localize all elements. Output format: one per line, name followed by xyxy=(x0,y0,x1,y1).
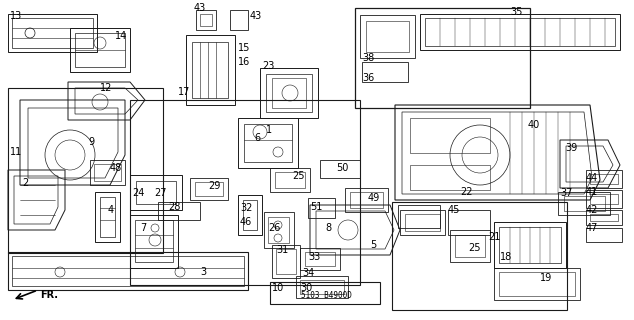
Text: 31: 31 xyxy=(276,245,288,255)
Text: 43: 43 xyxy=(194,3,206,13)
Bar xyxy=(130,100,360,285)
Bar xyxy=(270,282,380,304)
Text: 8: 8 xyxy=(325,223,331,233)
Text: 43: 43 xyxy=(250,11,262,21)
Text: 46: 46 xyxy=(240,217,252,227)
Bar xyxy=(392,202,567,310)
Text: 16: 16 xyxy=(238,57,250,67)
Text: 45: 45 xyxy=(448,205,460,215)
Text: 17: 17 xyxy=(178,87,190,97)
Text: 30: 30 xyxy=(300,283,313,293)
Text: 5: 5 xyxy=(370,240,376,250)
Text: 7: 7 xyxy=(140,223,146,233)
Text: 26: 26 xyxy=(268,223,280,233)
Text: 2: 2 xyxy=(22,178,29,188)
Text: 19: 19 xyxy=(540,273,552,283)
Text: 4: 4 xyxy=(108,205,114,215)
Text: 48: 48 xyxy=(110,163,122,173)
Text: 36: 36 xyxy=(362,73,374,83)
Bar xyxy=(8,88,163,253)
Text: 12: 12 xyxy=(100,83,112,93)
Text: 11: 11 xyxy=(10,147,22,157)
Text: 37: 37 xyxy=(560,188,573,198)
Bar xyxy=(410,165,490,190)
Text: 25: 25 xyxy=(468,243,481,253)
Text: 44: 44 xyxy=(586,173,598,183)
Text: 5103 B4900D: 5103 B4900D xyxy=(301,292,351,300)
Text: 42: 42 xyxy=(586,205,598,215)
Text: 25: 25 xyxy=(292,171,304,181)
Text: 23: 23 xyxy=(262,61,275,71)
Text: 15: 15 xyxy=(238,43,250,53)
Text: 49: 49 xyxy=(368,193,380,203)
Text: 40: 40 xyxy=(528,120,540,130)
Text: 47: 47 xyxy=(586,223,598,233)
Text: 27: 27 xyxy=(154,188,167,198)
Text: 50: 50 xyxy=(336,163,348,173)
Text: 6: 6 xyxy=(254,133,260,143)
Text: 10: 10 xyxy=(272,283,284,293)
Text: 29: 29 xyxy=(208,181,221,191)
Text: 13: 13 xyxy=(10,11,22,21)
Text: 9: 9 xyxy=(88,137,94,147)
Text: 39: 39 xyxy=(565,143,577,153)
Bar xyxy=(355,8,530,108)
Text: 33: 33 xyxy=(308,252,320,262)
Text: 34: 34 xyxy=(302,268,314,278)
Text: 1: 1 xyxy=(266,125,272,135)
Text: 22: 22 xyxy=(460,187,472,197)
Text: 35: 35 xyxy=(510,7,522,17)
Text: 3: 3 xyxy=(200,267,206,277)
Text: 24: 24 xyxy=(132,188,145,198)
Text: 41: 41 xyxy=(586,187,598,197)
Text: 21: 21 xyxy=(488,232,500,242)
Text: 28: 28 xyxy=(168,202,181,212)
Text: 51: 51 xyxy=(310,202,322,212)
Bar xyxy=(410,118,490,153)
Text: FR.: FR. xyxy=(40,290,58,300)
Text: 38: 38 xyxy=(362,53,374,63)
Text: 18: 18 xyxy=(500,252,512,262)
Text: 14: 14 xyxy=(115,31,127,41)
Text: 32: 32 xyxy=(240,203,252,213)
